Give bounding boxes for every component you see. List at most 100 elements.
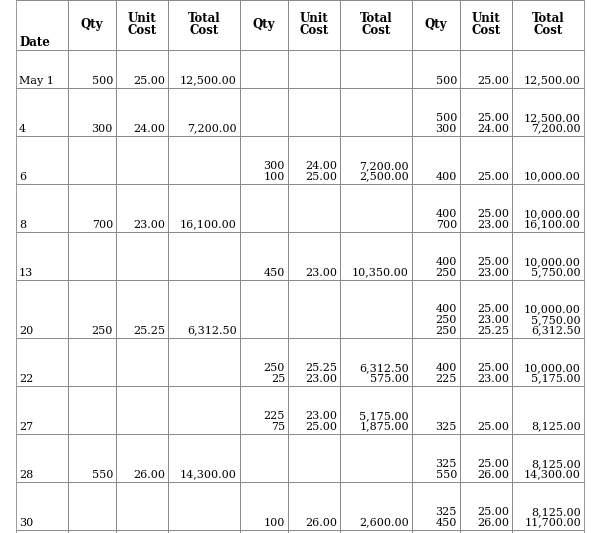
Text: 10,000.00: 10,000.00 [524,209,581,219]
Text: 325: 325 [436,507,457,517]
Bar [340,87,412,135]
Text: 26.00: 26.00 [305,518,337,528]
Text: 575.00: 575.00 [370,374,409,384]
Bar [68,279,116,337]
Bar [68,87,116,135]
Bar [340,385,412,433]
Bar [168,385,240,433]
Text: 26.00: 26.00 [477,470,509,480]
Bar [460,279,512,337]
Text: 11,700.00: 11,700.00 [524,518,581,528]
Bar [460,135,512,183]
Text: Total: Total [359,12,392,26]
Bar [116,231,168,279]
Bar [116,87,168,135]
Text: 24.00: 24.00 [477,124,509,133]
Text: 12,500.00: 12,500.00 [524,113,581,123]
Bar [460,87,512,135]
Bar [460,337,512,385]
Text: 10,000.00: 10,000.00 [524,304,581,314]
Text: 400: 400 [436,304,457,314]
Text: 10,000.00: 10,000.00 [524,172,581,182]
Text: 28: 28 [19,470,33,480]
Text: 5,750.00: 5,750.00 [532,315,581,325]
Text: 100: 100 [263,518,285,528]
Bar [240,231,288,279]
Bar [512,529,584,533]
Bar [340,183,412,231]
Bar [16,529,68,533]
Text: 25.25: 25.25 [133,326,165,335]
Text: Cost: Cost [361,23,391,37]
Text: 400: 400 [436,257,457,267]
Bar [116,135,168,183]
Text: 6: 6 [19,172,26,182]
Text: 25.00: 25.00 [477,304,509,314]
Bar [512,433,584,481]
Bar [16,433,68,481]
Bar [116,433,168,481]
Text: 4: 4 [19,124,26,133]
Text: 700: 700 [92,220,113,230]
Bar [340,231,412,279]
Bar [16,87,68,135]
Text: 25.00: 25.00 [477,459,509,469]
Bar [168,433,240,481]
Text: 25.25: 25.25 [477,326,509,335]
Bar [16,385,68,433]
Text: 2,600.00: 2,600.00 [359,518,409,528]
Text: 20: 20 [19,326,33,335]
Bar [116,0,168,50]
Text: 14,300.00: 14,300.00 [524,470,581,480]
Text: 6,312.50: 6,312.50 [531,326,581,335]
Text: Qty: Qty [425,18,447,31]
Bar [340,481,412,529]
Bar [288,433,340,481]
Bar [168,337,240,385]
Text: Date: Date [19,36,50,49]
Text: 400: 400 [436,363,457,373]
Text: 25.00: 25.00 [305,172,337,182]
Text: 26.00: 26.00 [477,518,509,528]
Bar [116,50,168,87]
Text: 13: 13 [19,268,33,278]
Text: 23.00: 23.00 [133,220,165,230]
Bar [512,481,584,529]
Text: 10,350.00: 10,350.00 [352,268,409,278]
Bar [340,50,412,87]
Text: 225: 225 [263,411,285,421]
Bar [412,481,460,529]
Bar [460,231,512,279]
Bar [16,481,68,529]
Text: Cost: Cost [472,23,500,37]
Text: 23.00: 23.00 [477,220,509,230]
Bar [412,87,460,135]
Bar [68,481,116,529]
Text: 7,200.00: 7,200.00 [532,124,581,133]
Text: Unit: Unit [472,12,500,26]
Bar [16,50,68,87]
Text: 23.00: 23.00 [477,374,509,384]
Bar [116,481,168,529]
Bar [68,135,116,183]
Bar [512,279,584,337]
Text: 7,200.00: 7,200.00 [359,161,409,171]
Bar [288,87,340,135]
Text: 225: 225 [436,374,457,384]
Bar [168,183,240,231]
Bar [168,50,240,87]
Text: 500: 500 [436,76,457,85]
Bar [16,231,68,279]
Bar [512,337,584,385]
Text: 26.00: 26.00 [133,470,165,480]
Bar [512,87,584,135]
Text: 14,300.00: 14,300.00 [180,470,237,480]
Text: 16,100.00: 16,100.00 [180,220,237,230]
Text: 25.00: 25.00 [477,363,509,373]
Text: 500: 500 [436,113,457,123]
Text: 25.00: 25.00 [477,76,509,85]
Text: 100: 100 [263,172,285,182]
Text: 5,750.00: 5,750.00 [532,268,581,278]
Bar [168,481,240,529]
Text: 23.00: 23.00 [305,411,337,421]
